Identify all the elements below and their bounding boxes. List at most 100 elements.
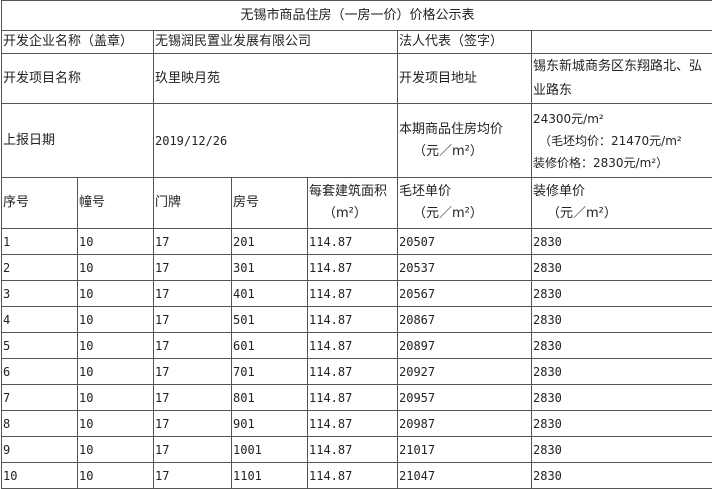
table-cell: 901 xyxy=(232,411,308,437)
column-header-label: 幢号 xyxy=(79,195,105,210)
column-header-label: 每套建筑面积 xyxy=(309,181,397,203)
table-cell: 1 xyxy=(2,229,78,255)
date-value: 2019/12/26 xyxy=(154,104,398,178)
table-cell: 501 xyxy=(232,307,308,333)
table-cell: 401 xyxy=(232,281,308,307)
table-cell: 2 xyxy=(2,255,78,281)
table-cell: 17 xyxy=(154,255,232,281)
column-header: 每套建筑面积（m²） xyxy=(308,178,398,229)
column-header: 幢号 xyxy=(78,178,154,229)
table-cell: 2830 xyxy=(532,385,712,411)
table-cell: 20867 xyxy=(398,307,532,333)
project-value: 玖里映月苑 xyxy=(154,54,398,104)
column-header: 房号 xyxy=(232,178,308,229)
table-cell: 114.87 xyxy=(308,307,398,333)
table-cell: 10 xyxy=(78,333,154,359)
legal-rep-label: 法人代表（签字） xyxy=(398,31,532,54)
table-cell: 114.87 xyxy=(308,411,398,437)
table-cell: 10 xyxy=(78,437,154,463)
table-cell: 201 xyxy=(232,229,308,255)
developer-value: 无锡润民置业发展有限公司 xyxy=(154,31,398,54)
table-cell: 21047 xyxy=(398,463,532,489)
column-header-row: 序号 幢号 门牌 房号 每套建筑面积（m²） 毛坯单价（元／m²） 装修单价（元… xyxy=(2,178,712,229)
column-header-unit: （m²） xyxy=(309,203,397,225)
column-header: 装修单价（元／m²） xyxy=(532,178,712,229)
table-cell: 1101 xyxy=(232,463,308,489)
table-cell: 10 xyxy=(78,307,154,333)
table-cell: 6 xyxy=(2,359,78,385)
table-cell: 7 xyxy=(2,385,78,411)
avg-price-label-cell: 本期商品住房均价 （元／m²） xyxy=(398,104,532,178)
project-label: 开发项目名称 xyxy=(2,54,154,104)
page-title: 无锡市商品住房（一房一价）价格公示表 xyxy=(2,1,712,31)
table-cell: 701 xyxy=(232,359,308,385)
column-header: 序号 xyxy=(2,178,78,229)
table-cell: 10 xyxy=(78,359,154,385)
table-cell: 10 xyxy=(78,255,154,281)
avg-price-line1: 24300元/m² xyxy=(533,108,712,130)
table-cell: 20987 xyxy=(398,411,532,437)
table-cell: 10 xyxy=(78,385,154,411)
table-cell: 2830 xyxy=(532,281,712,307)
avg-price-line3: 装修价格：2830元/m²） xyxy=(533,152,712,174)
table-cell: 2830 xyxy=(532,411,712,437)
column-header-label: 装修单价 xyxy=(533,181,712,203)
table-cell: 10 xyxy=(78,229,154,255)
table-cell: 10 xyxy=(2,463,78,489)
column-header-label: 毛坯单价 xyxy=(399,181,531,203)
table-cell: 17 xyxy=(154,437,232,463)
column-header-unit: （元／m²） xyxy=(533,203,712,225)
column-header: 门牌 xyxy=(154,178,232,229)
table-cell: 5 xyxy=(2,333,78,359)
table-cell: 114.87 xyxy=(308,333,398,359)
column-header-unit: （元／m²） xyxy=(399,203,531,225)
column-header: 毛坯单价（元／m²） xyxy=(398,178,532,229)
table-cell: 17 xyxy=(154,281,232,307)
table-cell: 2830 xyxy=(532,307,712,333)
avg-price-line2: （毛坯均价：21470元/m² xyxy=(533,130,712,152)
table-cell: 801 xyxy=(232,385,308,411)
table-cell: 114.87 xyxy=(308,281,398,307)
table-cell: 10 xyxy=(78,281,154,307)
column-header-label: 门牌 xyxy=(155,195,181,210)
table-cell: 20897 xyxy=(398,333,532,359)
avg-price-value: 24300元/m² （毛坯均价：21470元/m² 装修价格：2830元/m²） xyxy=(532,104,712,178)
address-value: 锡东新城商务区东翔路北、弘业路东 xyxy=(532,54,712,104)
table-cell: 3 xyxy=(2,281,78,307)
table-cell: 114.87 xyxy=(308,463,398,489)
table-cell: 114.87 xyxy=(308,437,398,463)
table-cell: 114.87 xyxy=(308,229,398,255)
avg-price-unit: （元／m²） xyxy=(399,141,531,163)
table-cell: 20927 xyxy=(398,359,532,385)
table-cell: 8 xyxy=(2,411,78,437)
table-cell: 10 xyxy=(78,411,154,437)
address-label: 开发项目地址 xyxy=(398,54,532,104)
table-cell: 21017 xyxy=(398,437,532,463)
table-cell: 2830 xyxy=(532,463,712,489)
table-cell: 301 xyxy=(232,255,308,281)
table-cell: 114.87 xyxy=(308,385,398,411)
table-cell: 20567 xyxy=(398,281,532,307)
table-cell: 17 xyxy=(154,359,232,385)
table-cell: 20957 xyxy=(398,385,532,411)
legal-rep-value xyxy=(532,31,712,54)
table-cell: 17 xyxy=(154,385,232,411)
date-label: 上报日期 xyxy=(2,104,154,178)
table-cell: 20537 xyxy=(398,255,532,281)
table-cell: 17 xyxy=(154,411,232,437)
table-cell: 601 xyxy=(232,333,308,359)
column-header-label: 房号 xyxy=(233,195,259,210)
table-cell: 4 xyxy=(2,307,78,333)
table-cell: 2830 xyxy=(532,437,712,463)
